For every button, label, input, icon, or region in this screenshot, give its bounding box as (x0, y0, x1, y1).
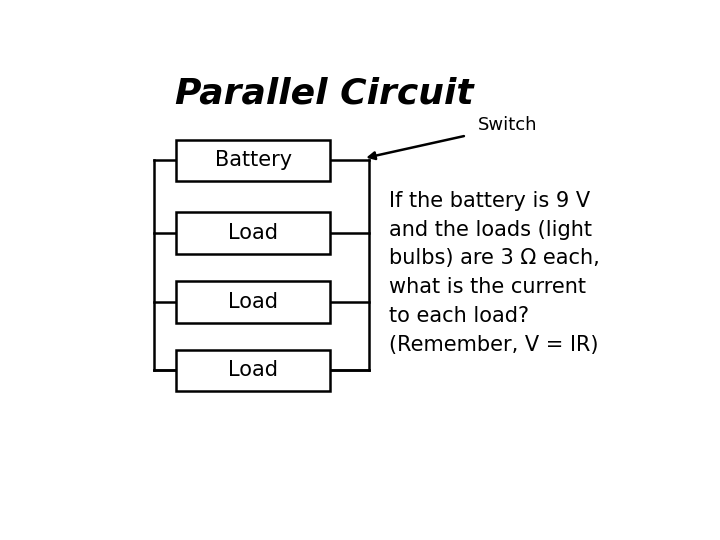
Text: Battery: Battery (215, 151, 292, 171)
Bar (176, 281, 330, 322)
Text: Load: Load (228, 292, 278, 312)
Text: Parallel Circuit: Parallel Circuit (175, 77, 474, 111)
Text: Load: Load (228, 360, 278, 380)
Text: Switch: Switch (478, 116, 537, 134)
Bar (176, 349, 330, 391)
Text: If the battery is 9 V
and the loads (light
bulbs) are 3 Ω each,
what is the curr: If the battery is 9 V and the loads (lig… (389, 191, 599, 355)
Bar (176, 212, 330, 254)
Text: Load: Load (228, 223, 278, 243)
Bar (176, 140, 330, 181)
